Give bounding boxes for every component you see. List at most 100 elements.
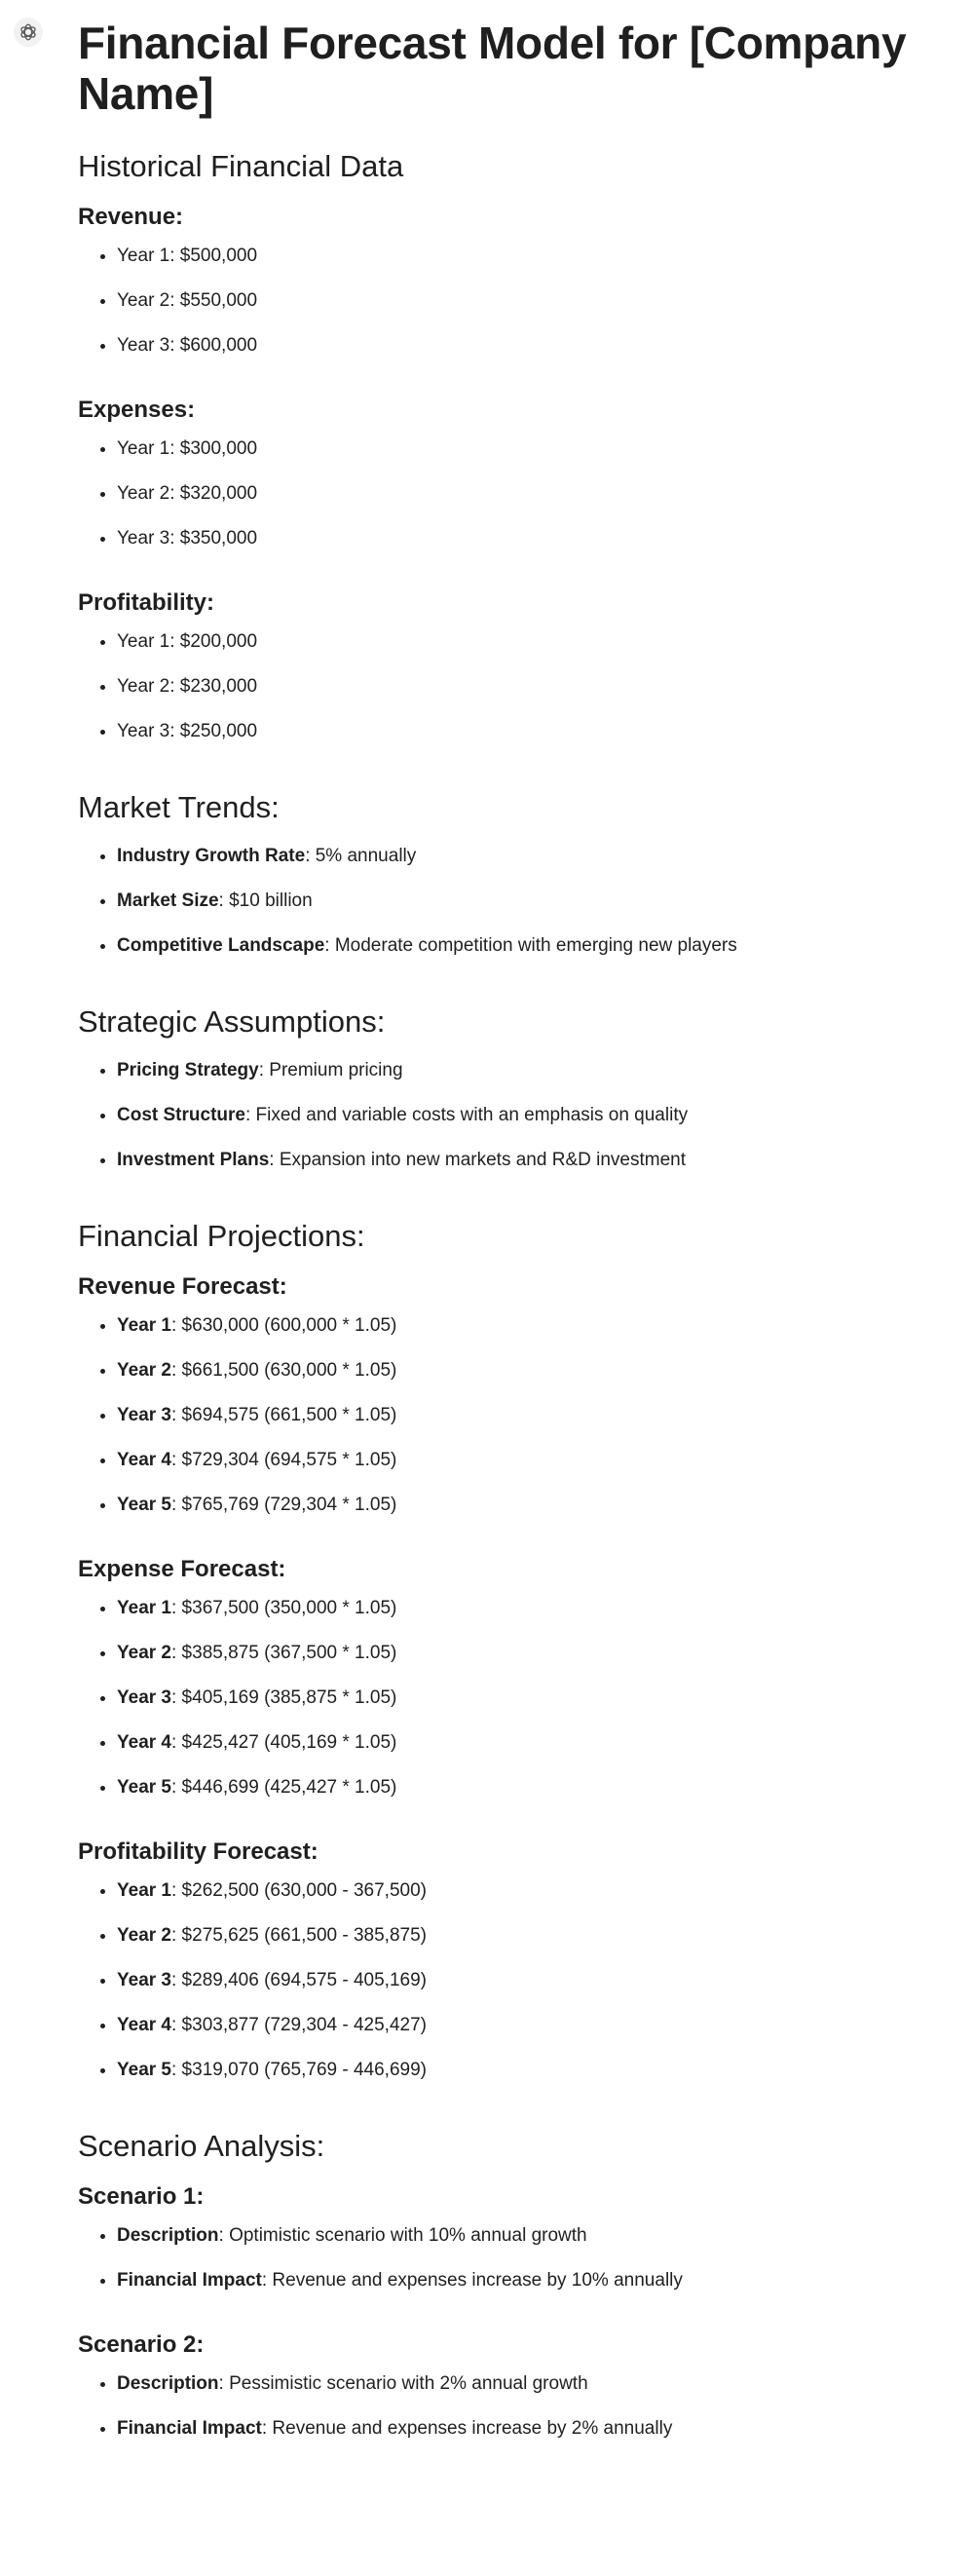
list-item: Industry Growth Rate: 5% annually bbox=[117, 844, 935, 889]
scenario-1-list: Description: Optimistic scenario with 10… bbox=[78, 2223, 935, 2313]
item-key: Year 1 bbox=[117, 1880, 171, 1901]
item-value: : $289,406 (694,575 - 405,169) bbox=[171, 1970, 427, 1990]
list-item: Year 3: $350,000 bbox=[117, 526, 935, 571]
openai-logo-icon bbox=[20, 23, 36, 41]
item-value: : Pessimistic scenario with 2% annual gr… bbox=[218, 2373, 588, 2394]
historical-revenue: Revenue: Year 1: $500,000 Year 2: $550,0… bbox=[78, 203, 935, 378]
item-value: : Premium pricing bbox=[258, 1060, 403, 1080]
list-item: Description: Pessimistic scenario with 2… bbox=[117, 2371, 935, 2416]
strategic-assumptions-section: Strategic Assumptions: Pricing Strategy:… bbox=[78, 1004, 935, 1193]
item-key: Year 3 bbox=[117, 1687, 171, 1708]
list-item: Year 1: $630,000 (600,000 * 1.05) bbox=[117, 1313, 935, 1358]
market-trends-section: Market Trends: Industry Growth Rate: 5% … bbox=[78, 789, 935, 978]
item-key: Market Size bbox=[117, 890, 219, 911]
item-value: : $275,625 (661,500 - 385,875) bbox=[171, 1925, 427, 1946]
item-key: Year 5 bbox=[117, 2060, 171, 2080]
item-value: : Moderate competition with emerging new… bbox=[324, 935, 737, 956]
list-item: Competitive Landscape: Moderate competit… bbox=[117, 933, 935, 978]
item-value: : Revenue and expenses increase by 2% an… bbox=[261, 2418, 673, 2439]
item-key: Financial Impact bbox=[117, 2270, 262, 2291]
historical-profitability-list: Year 1: $200,000 Year 2: $230,000 Year 3… bbox=[78, 629, 935, 764]
list-item: Description: Optimistic scenario with 10… bbox=[117, 2223, 935, 2268]
list-item: Year 5: $319,070 (765,769 - 446,699) bbox=[117, 2058, 935, 2102]
item-value: : $765,769 (729,304 * 1.05) bbox=[171, 1495, 397, 1515]
market-trends-heading: Market Trends: bbox=[78, 790, 280, 824]
projections-section: Financial Projections: Revenue Forecast:… bbox=[78, 1218, 935, 2102]
historical-expenses: Expenses: Year 1: $300,000 Year 2: $320,… bbox=[78, 396, 935, 571]
historical-section: Historical Financial Data Revenue: Year … bbox=[78, 148, 935, 764]
list-item: Year 3: $405,169 (385,875 * 1.05) bbox=[117, 1686, 935, 1730]
item-value: : $630,000 (600,000 * 1.05) bbox=[171, 1315, 397, 1336]
list-item: Year 2: $661,500 (630,000 * 1.05) bbox=[117, 1358, 935, 1403]
message-content: Financial Forecast Model for [Company Na… bbox=[78, 18, 935, 2486]
revenue-forecast-heading: Revenue Forecast: bbox=[78, 1273, 287, 1300]
list-item: Year 1: $200,000 bbox=[117, 629, 935, 674]
item-key: Year 2 bbox=[117, 1925, 171, 1946]
list-item: Year 2: $320,000 bbox=[117, 481, 935, 526]
item-value: : $367,500 (350,000 * 1.05) bbox=[171, 1598, 397, 1618]
item-key: Financial Impact bbox=[117, 2418, 262, 2439]
list-item: Year 4: $425,427 (405,169 * 1.05) bbox=[117, 1730, 935, 1775]
item-value: : $262,500 (630,000 - 367,500) bbox=[171, 1880, 427, 1901]
historical-expenses-heading: Expenses: bbox=[78, 397, 196, 423]
item-value: : $694,575 (661,500 * 1.05) bbox=[171, 1405, 397, 1425]
item-key: Cost Structure bbox=[117, 1105, 245, 1125]
item-key: Year 5 bbox=[117, 1495, 171, 1515]
item-value: : $661,500 (630,000 * 1.05) bbox=[171, 1360, 397, 1381]
item-key: Description bbox=[117, 2225, 219, 2246]
scenario-analysis-heading: Scenario Analysis: bbox=[78, 2129, 325, 2163]
list-item: Year 4: $303,877 (729,304 - 425,427) bbox=[117, 2013, 935, 2058]
historical-profitability: Profitability: Year 1: $200,000 Year 2: … bbox=[78, 588, 935, 764]
list-item: Year 3: $289,406 (694,575 - 405,169) bbox=[117, 1968, 935, 2013]
list-item: Year 4: $729,304 (694,575 * 1.05) bbox=[117, 1448, 935, 1493]
item-value: : 5% annually bbox=[305, 846, 417, 866]
list-item: Year 1: $262,500 (630,000 - 367,500) bbox=[117, 1878, 935, 1923]
list-item: Year 5: $765,769 (729,304 * 1.05) bbox=[117, 1493, 935, 1537]
item-value: : $385,875 (367,500 * 1.05) bbox=[171, 1643, 397, 1663]
list-item: Financial Impact: Revenue and expenses i… bbox=[117, 2416, 935, 2461]
expense-forecast-list: Year 1: $367,500 (350,000 * 1.05) Year 2… bbox=[78, 1596, 935, 1820]
list-item: Investment Plans: Expansion into new mar… bbox=[117, 1148, 935, 1193]
item-key: Year 3 bbox=[117, 1405, 171, 1425]
historical-profitability-heading: Profitability: bbox=[78, 589, 215, 616]
item-value: : Optimistic scenario with 10% annual gr… bbox=[218, 2225, 587, 2246]
scenario-2-list: Description: Pessimistic scenario with 2… bbox=[78, 2371, 935, 2461]
item-key: Year 1 bbox=[117, 1598, 171, 1618]
scenario-1-heading: Scenario 1: bbox=[78, 2183, 205, 2210]
item-value: : $10 billion bbox=[218, 890, 313, 911]
list-item: Year 5: $446,699 (425,427 * 1.05) bbox=[117, 1775, 935, 1820]
expense-forecast-heading: Expense Forecast: bbox=[78, 1556, 286, 1582]
list-item: Year 2: $385,875 (367,500 * 1.05) bbox=[117, 1641, 935, 1686]
item-key: Year 2 bbox=[117, 1643, 171, 1663]
list-item: Cost Structure: Fixed and variable costs… bbox=[117, 1103, 935, 1148]
item-key: Pricing Strategy bbox=[117, 1060, 259, 1080]
scenario-2-heading: Scenario 2: bbox=[78, 2331, 205, 2358]
item-key: Year 4 bbox=[117, 2015, 171, 2035]
profitability-forecast-list: Year 1: $262,500 (630,000 - 367,500) Yea… bbox=[78, 1878, 935, 2102]
item-key: Description bbox=[117, 2373, 219, 2394]
item-value: : $425,427 (405,169 * 1.05) bbox=[171, 1732, 397, 1753]
historical-revenue-heading: Revenue: bbox=[78, 204, 184, 230]
item-key: Investment Plans bbox=[117, 1150, 270, 1170]
historical-revenue-list: Year 1: $500,000 Year 2: $550,000 Year 3… bbox=[78, 244, 935, 378]
item-value: : Expansion into new markets and R&D inv… bbox=[269, 1150, 686, 1170]
item-key: Industry Growth Rate bbox=[117, 846, 306, 866]
list-item: Market Size: $10 billion bbox=[117, 889, 935, 933]
list-item: Year 2: $230,000 bbox=[117, 674, 935, 719]
item-value: : Revenue and expenses increase by 10% a… bbox=[261, 2270, 683, 2291]
revenue-forecast: Revenue Forecast: Year 1: $630,000 (600,… bbox=[78, 1272, 935, 1537]
item-value: : $446,699 (425,427 * 1.05) bbox=[171, 1777, 397, 1798]
assistant-avatar bbox=[14, 18, 43, 47]
historical-expenses-list: Year 1: $300,000 Year 2: $320,000 Year 3… bbox=[78, 436, 935, 571]
scenario-2: Scenario 2: Description: Pessimistic sce… bbox=[78, 2330, 935, 2461]
strategic-assumptions-list: Pricing Strategy: Premium pricing Cost S… bbox=[78, 1058, 935, 1193]
item-key: Competitive Landscape bbox=[117, 935, 325, 956]
list-item: Year 3: $694,575 (661,500 * 1.05) bbox=[117, 1403, 935, 1448]
revenue-forecast-list: Year 1: $630,000 (600,000 * 1.05) Year 2… bbox=[78, 1313, 935, 1537]
list-item: Year 1: $300,000 bbox=[117, 436, 935, 481]
list-item: Year 2: $550,000 bbox=[117, 288, 935, 333]
scenario-analysis-section: Scenario Analysis: Scenario 1: Descripti… bbox=[78, 2128, 935, 2461]
historical-heading: Historical Financial Data bbox=[78, 149, 404, 183]
list-item: Pricing Strategy: Premium pricing bbox=[117, 1058, 935, 1103]
list-item: Year 3: $250,000 bbox=[117, 719, 935, 764]
